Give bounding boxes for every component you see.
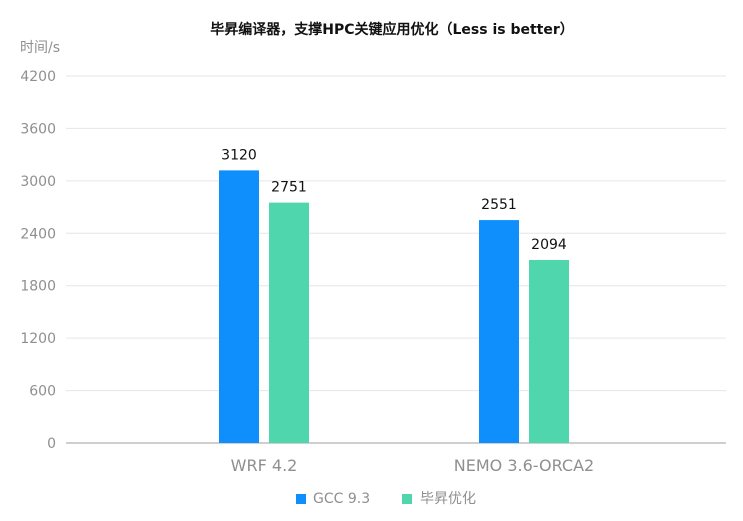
y-tick-label-1800: 1800 [20,279,56,295]
y-tick-label-3600: 3600 [20,121,56,137]
legend-label-0: GCC 9.3 [313,491,370,507]
y-axis-ticks: 0 600 1200 1800 2400 3000 3600 4200 [20,69,56,452]
chart-title: 毕昇编译器，支撑HPC关键应用优化（Less is better） [210,21,574,38]
y-tick-label-600: 600 [29,384,56,400]
value-label-0-1: 2751 [271,180,307,196]
bar-0-0 [219,170,259,443]
legend-swatch-0 [296,494,306,504]
x-tick-label-0: WRF 4.2 [231,456,298,475]
y-tick-label-3000: 3000 [20,174,56,190]
legend-item-1[interactable]: 毕昇优化 [402,491,476,507]
legend-label-1: 毕昇优化 [420,491,476,507]
legend-item-0[interactable]: GCC 9.3 [296,491,370,507]
value-label-1-0: 2551 [481,197,517,213]
y-tick-label-1200: 1200 [20,331,56,347]
y-axis-unit-label: 时间/s [20,40,60,56]
value-label-0-0: 3120 [221,147,257,163]
y-tick-label-0: 0 [47,436,56,452]
bar-value-labels: 3120 2751 2551 2094 [221,147,567,253]
x-tick-label-1: NEMO 3.6-ORCA2 [454,456,594,475]
legend: GCC 9.3 毕昇优化 [296,491,476,507]
grid-layer [66,75,726,444]
y-tick-label-4200: 4200 [20,69,56,85]
bar-0-1 [269,202,309,443]
bars-layer [219,170,569,443]
bar-1-1 [529,260,569,443]
value-label-1-1: 2094 [531,237,567,253]
legend-swatch-1 [402,494,412,504]
bar-1-0 [479,220,519,443]
y-tick-label-2400: 2400 [20,226,56,242]
x-axis-ticks: WRF 4.2 NEMO 3.6-ORCA2 [231,456,595,475]
